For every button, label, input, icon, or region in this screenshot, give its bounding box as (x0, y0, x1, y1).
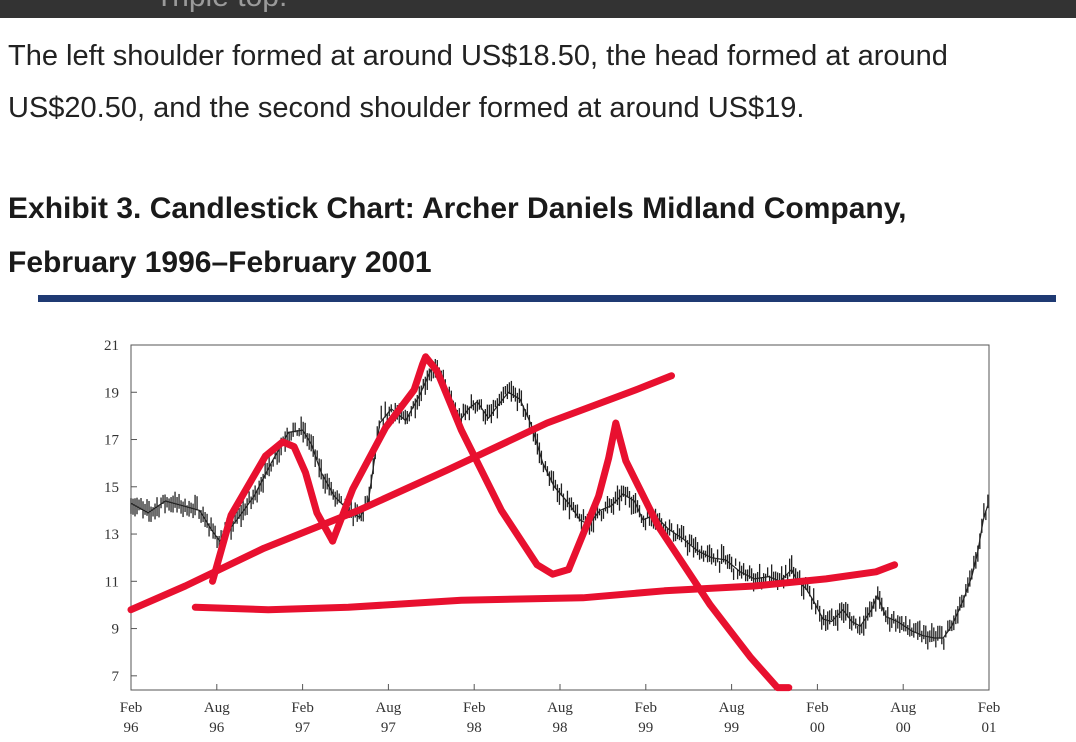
x-tick-label: Aug 97 (375, 700, 401, 736)
exhibit-title: Exhibit 3. Candlestick Chart: Archer Dan… (8, 192, 907, 279)
x-tick-label: Aug 00 (890, 700, 916, 736)
x-tick-label: Feb 96 (120, 700, 143, 736)
x-tick-label: Aug 99 (719, 700, 745, 736)
price-line (130, 368, 989, 639)
plot-frame (130, 344, 990, 691)
x-tick-label: Aug 98 (547, 700, 573, 736)
top-dark-bar: Triple top. (0, 0, 1076, 18)
x-axis: Feb 96 Aug 96 Feb 97 Aug 97 Feb 98 Aug 98 Feb 99 Aug 99… (120, 684, 1001, 736)
x-tick-label: Aug 96 (204, 700, 230, 736)
left-shoulder-peak-stroke (209, 438, 337, 585)
head-peak-stroke (329, 353, 573, 578)
ascending-neckline-stroke (127, 372, 675, 614)
y-tick-label: 7 (112, 669, 120, 685)
explanation-paragraph: The left shoulder formed at around US$18… (8, 40, 948, 124)
y-tick-label: 19 (104, 385, 119, 401)
price-series (130, 358, 989, 650)
y-tick-label: 11 (105, 574, 119, 590)
right-shoulder-peak-stroke (565, 419, 793, 692)
support-line-stroke (191, 561, 899, 614)
title-rule (38, 295, 1056, 302)
y-axis: 21 19 17 15 13 11 9 7 (104, 338, 137, 685)
hand-drawn-annotations (127, 353, 899, 692)
cropped-heading-text: Triple top. (155, 0, 287, 14)
x-tick-label: Feb 99 (635, 700, 658, 736)
y-tick-label: 13 (104, 527, 119, 543)
y-tick-label: 15 (104, 480, 119, 496)
x-tick-label: Feb 97 (291, 700, 314, 736)
x-tick-label: Feb 01 (978, 700, 1001, 736)
y-tick-label: 21 (104, 338, 119, 354)
x-tick-label: Feb 98 (463, 700, 486, 736)
y-tick-label: 9 (112, 622, 120, 638)
x-tick-label: Feb 00 (806, 700, 829, 736)
y-tick-label: 17 (104, 433, 120, 449)
